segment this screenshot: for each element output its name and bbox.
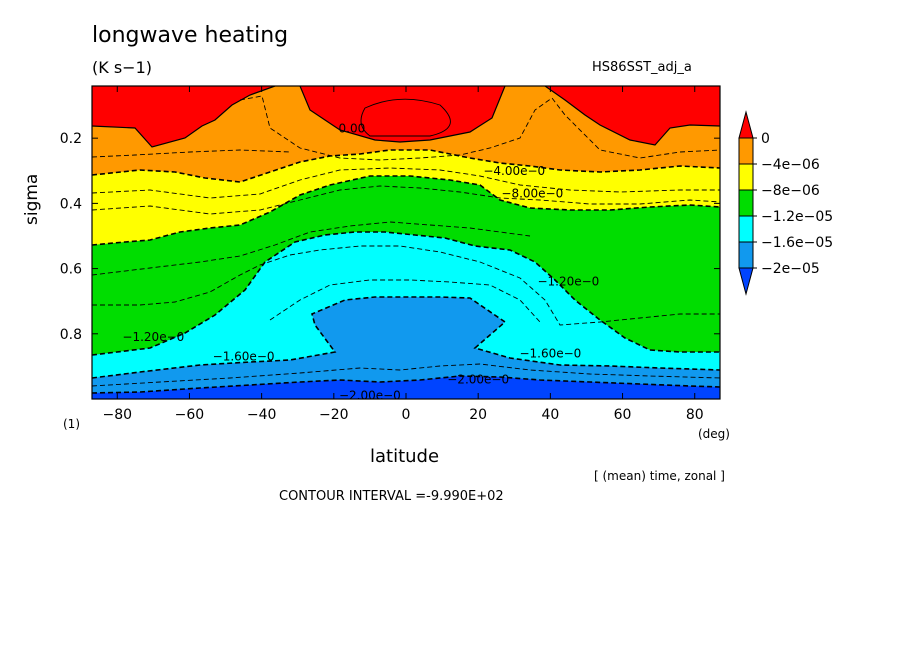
colorbar-segment [738,163,754,191]
y-tick-label: 0.8 [60,327,82,343]
colorbar-label: 0 [761,131,770,147]
x-tick-label: −20 [319,407,349,423]
filled-contours [92,86,720,399]
contour-label-text: −1.20e−0 [122,330,184,344]
dataset-name: HS86SST_adj_a [592,60,692,75]
x-axis: −80 −60 −40 −20 0 20 40 60 80 [102,86,704,423]
contour-label-text: −4.00e−0 [483,164,545,178]
x-tick-label: 60 [614,407,632,423]
colorbar-segment [738,241,754,269]
contour-label: −2.00e−0 [339,389,401,403]
contour-lines [92,86,720,394]
contour-label-text: −2.00e−0 [447,372,509,386]
colorbar-label: −4e−06 [761,157,820,173]
y-tick-label: 0.2 [60,131,82,147]
x-unit-label: (deg) [698,427,730,441]
colorbar-label: −2e−05 [761,261,820,277]
x-tick-label: 40 [541,407,559,423]
contour-label-text: −8.00e−0 [501,187,563,201]
colorbar: 0 −4e−06 −8e−06 −1.2e−05 −1.6e−05 −2e−05 [738,110,833,296]
contour-labels: 0.00 −4.00e−0 −8.00e−0 −1.20e−0 −1.20e−0 −1.6… [122,121,599,402]
band-dark-blue [92,376,720,399]
x-tick-label: 0 [402,407,411,423]
colorbar-top-arrow [738,110,754,139]
colorbar-segment [738,189,754,217]
contour-label: −1.60e−0 [213,350,275,364]
colorbar-bottom-arrow [738,267,754,296]
x-tick-label: 20 [469,407,487,423]
colorbar-label: −8e−06 [761,183,820,199]
y-axis: 0.2 0.4 0.6 0.8 [60,131,720,343]
contour-label: −8.00e−0 [501,187,563,201]
contour-label: −4.00e−0 [483,164,545,178]
y-tick-label: 0.4 [60,196,82,212]
contour-label-text: −1.20e−0 [537,275,599,289]
contour-label: −1.20e−0 [122,330,184,344]
x-tick-label: −40 [247,407,277,423]
colorbar-label: −1.2e−05 [761,209,833,225]
contour-label: −2.00e−0 [447,372,509,386]
chart-title: longwave heating [92,23,289,48]
colorbar-segment [738,137,754,165]
band-blue [92,297,720,399]
contour-label: −1.20e−0 [537,275,599,289]
contour-interval: CONTOUR INTERVAL =-9.990E+02 [279,489,504,504]
averaging-note: [ (mean) time, zonal ] [594,469,725,483]
x-tick-label: 80 [686,407,704,423]
contour-label-text: 0.00 [339,121,366,135]
contour-label-text: −1.60e−0 [213,350,275,364]
chart-units: (K s−1) [92,58,152,77]
colorbar-segment [738,215,754,243]
x-tick-label: −80 [102,407,132,423]
y-tick-label: 0.6 [60,262,82,278]
contour-label-text: −2.00e−0 [339,389,401,403]
x-tick-label: −60 [175,407,205,423]
x-axis-label: latitude [370,446,440,467]
contour-label-text: −1.60e−0 [519,346,581,360]
colorbar-label: −1.6e−05 [761,235,833,251]
contour-label: −1.60e−0 [519,346,581,360]
y-corner-label: (1) [63,417,80,431]
contour-label: 0.00 [339,121,366,135]
